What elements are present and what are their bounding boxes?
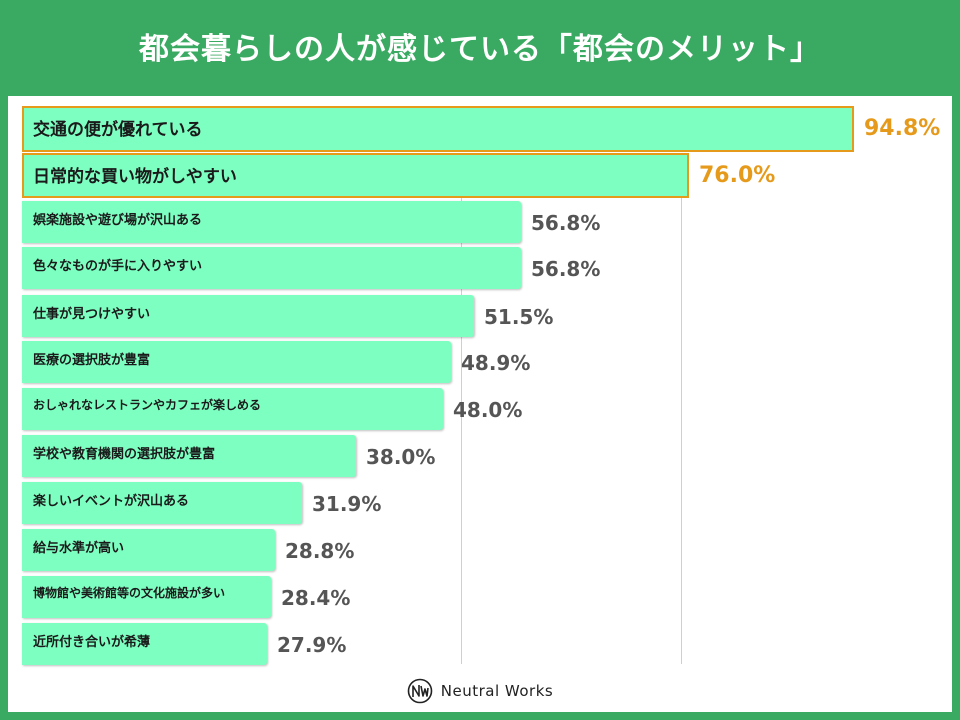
bar bbox=[22, 435, 356, 477]
value-label: 76.0% bbox=[699, 163, 776, 188]
bar bbox=[22, 482, 302, 524]
value-label: 56.8% bbox=[531, 257, 601, 281]
neutral-works-logo-icon bbox=[407, 678, 433, 704]
bar bbox=[22, 106, 854, 152]
category-label: 娯楽施設や遊び場が沢山ある bbox=[33, 213, 203, 228]
value-label: 38.0% bbox=[366, 445, 436, 469]
category-label: 給与水準が高い bbox=[33, 541, 125, 556]
page-title: 都会暮らしの人が感じている「都会のメリット」 bbox=[139, 32, 821, 67]
value-label: 56.8% bbox=[531, 211, 601, 235]
category-label: 博物館や美術館等の文化施設が多い bbox=[33, 586, 226, 600]
value-label: 28.4% bbox=[281, 586, 351, 610]
category-label: 仕事が見つけやすい bbox=[33, 307, 151, 322]
bar bbox=[22, 388, 443, 430]
category-label: 楽しいイベントが沢山ある bbox=[33, 494, 190, 509]
category-label: 近所付き合いが希薄 bbox=[33, 635, 151, 650]
bar bbox=[22, 341, 451, 383]
brand-name: Neutral Works bbox=[440, 682, 554, 700]
category-label: 日常的な買い物がしやすい bbox=[33, 167, 237, 187]
footer: Neutral Works bbox=[0, 676, 960, 706]
category-label: 色々なものが手に入りやすい bbox=[33, 259, 203, 274]
value-label: 48.0% bbox=[453, 398, 523, 422]
value-label: 31.9% bbox=[312, 492, 382, 516]
bar bbox=[22, 201, 521, 243]
value-label: 27.9% bbox=[277, 633, 347, 657]
bar bbox=[22, 529, 275, 571]
value-label: 51.5% bbox=[484, 305, 554, 329]
category-label: 交通の便が優れている bbox=[33, 120, 203, 140]
value-label: 94.8% bbox=[864, 116, 941, 141]
bar bbox=[22, 623, 267, 665]
category-label: 医療の選択肢が豊富 bbox=[33, 353, 151, 368]
category-label: おしゃれなレストランやカフェが楽しめる bbox=[33, 398, 262, 412]
bar bbox=[22, 576, 271, 618]
value-label: 48.9% bbox=[461, 351, 531, 375]
bar bbox=[22, 247, 521, 289]
bar bbox=[22, 295, 474, 337]
bar bbox=[22, 153, 689, 198]
gridline bbox=[461, 198, 462, 664]
gridline bbox=[681, 198, 682, 664]
category-label: 学校や教育機関の選択肢が豊富 bbox=[33, 447, 216, 462]
value-label: 28.8% bbox=[285, 539, 355, 563]
